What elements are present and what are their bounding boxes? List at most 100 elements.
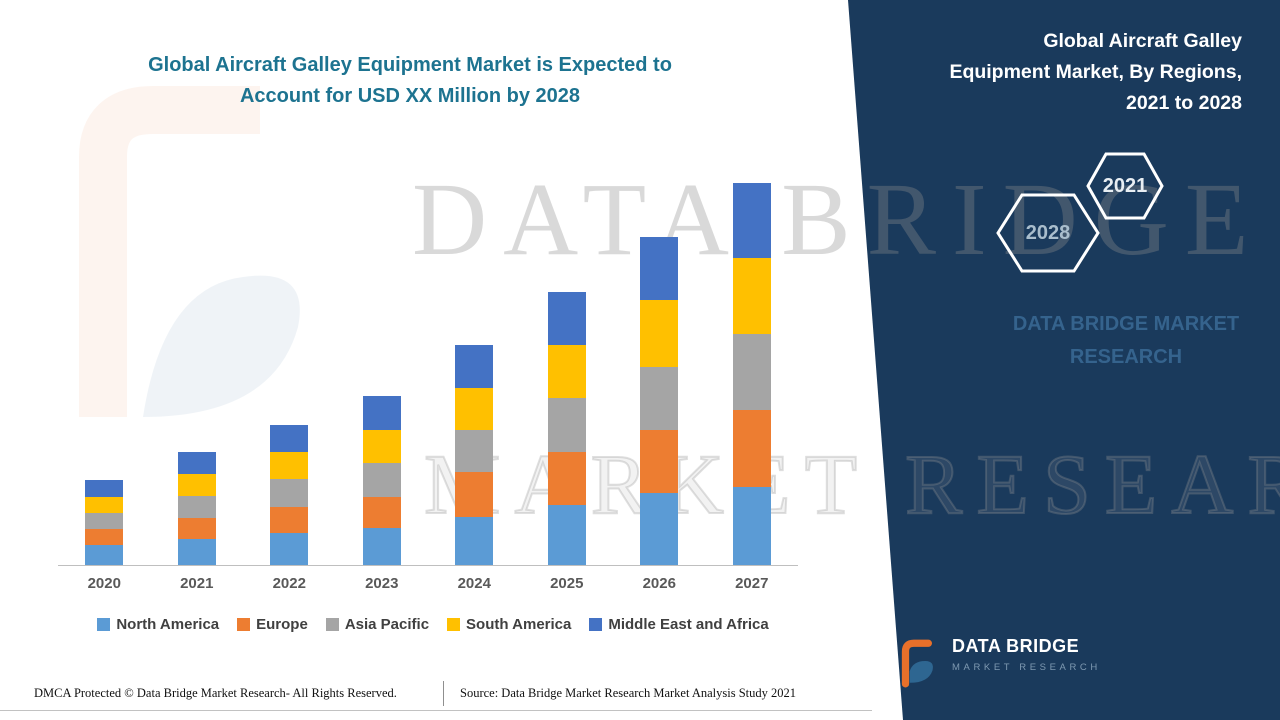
- bar-segment-middle-east-and-africa: [270, 425, 309, 452]
- bar-segment-asia-pacific: [455, 430, 494, 472]
- brand-tagline: MARKET RESEARCH: [952, 662, 1101, 673]
- x-axis-label: 2022: [272, 575, 306, 592]
- logo-orange-stroke: [901, 639, 932, 688]
- bar-segment-south-america: [85, 497, 124, 513]
- bar-column-2023: [336, 396, 429, 565]
- x-axis-label: 2027: [735, 575, 769, 592]
- panel-brand-line2: RESEARCH: [1069, 346, 1183, 368]
- bar-segment-south-america: [640, 300, 679, 367]
- legend-swatch: [589, 618, 603, 631]
- bar-segment-asia-pacific: [732, 334, 771, 410]
- x-axis-label: 2025: [550, 575, 584, 592]
- bar-segment-asia-pacific: [270, 479, 309, 507]
- panel-title-line1: Global Aircraft Galley: [1043, 30, 1242, 52]
- stacked-bar: [177, 452, 216, 565]
- bar-segment-europe: [85, 529, 124, 545]
- panel-title-line3: 2021 to 2028: [1125, 92, 1242, 114]
- logo-blue-bowl: [143, 275, 300, 417]
- stacked-bar: [270, 425, 309, 565]
- bar-segment-europe: [455, 472, 494, 517]
- legend-label: Europe: [256, 616, 308, 633]
- bar-segment-middle-east-and-africa: [640, 237, 679, 300]
- bar-column-2020: [58, 480, 151, 565]
- bar-segment-middle-east-and-africa: [732, 183, 771, 258]
- hexagon-outline: [996, 193, 1100, 273]
- chart-title-line2: Account for USD XX Million by 2028: [239, 85, 581, 107]
- bar-segment-europe: [270, 507, 309, 533]
- logo-blue-bowl: [909, 660, 933, 683]
- x-axis-label: 2023: [365, 575, 399, 592]
- x-axis-label: 2024: [457, 575, 491, 592]
- bar-segment-middle-east-and-africa: [455, 345, 494, 388]
- hexagon-year-label: 2021: [1102, 174, 1148, 197]
- hexagon-badge-2028: 2028: [996, 193, 1100, 273]
- bar-column-2027: [706, 183, 799, 565]
- bar-segment-asia-pacific: [177, 496, 216, 518]
- hexagon-outline-icon: [1086, 152, 1164, 220]
- bar-column-2021: [151, 452, 244, 565]
- panel-brand-text: DATA BRIDGE MARKET RESEARCH: [976, 308, 1276, 374]
- legend-label: South America: [466, 616, 572, 633]
- bar-segment-south-america: [270, 452, 309, 479]
- panel-title: Global Aircraft Galley Equipment Market,…: [880, 26, 1242, 119]
- hexagon-badge-2021: 2021: [1086, 152, 1164, 220]
- bar-segment-north-america: [177, 539, 216, 565]
- bar-segment-europe: [732, 410, 771, 487]
- hexagon-year-label: 2028: [1025, 221, 1071, 244]
- brand-logo-watermark: [48, 72, 348, 477]
- stacked-bar: [732, 183, 771, 565]
- bar-segment-north-america: [547, 505, 586, 565]
- legend-item: Europe: [237, 616, 308, 633]
- bar-segment-asia-pacific: [640, 367, 679, 430]
- legend-label: Middle East and Africa: [608, 616, 769, 633]
- bar-segment-south-america: [455, 388, 494, 430]
- bar-segment-asia-pacific: [85, 513, 124, 529]
- stacked-bar: [547, 292, 586, 565]
- bar-segment-europe: [362, 497, 401, 528]
- legend-label: Asia Pacific: [344, 616, 430, 633]
- bar-segment-middle-east-and-africa: [547, 292, 586, 345]
- bar-segment-middle-east-and-africa: [177, 452, 216, 474]
- bar-segment-north-america: [85, 545, 124, 565]
- x-axis-label: 2026: [642, 575, 676, 592]
- legend: North America Europe Asia Pacific South Ame…: [48, 616, 818, 633]
- footer-divider: [443, 681, 444, 706]
- brand-logo-lockup: DATA BRIDGE MARKET RESEARCH: [896, 636, 1101, 688]
- bar-segment-south-america: [732, 258, 771, 334]
- x-axis-label: 2021: [180, 575, 214, 592]
- stacked-bar: [362, 396, 401, 565]
- x-axis-label: 2020: [87, 575, 121, 592]
- legend-item: Middle East and Africa: [589, 616, 769, 633]
- source-note: Source: Data Bridge Market Research Mark…: [460, 686, 797, 700]
- bar-segment-europe: [177, 518, 216, 539]
- bars-row: [58, 166, 798, 566]
- legend-label: North America: [116, 616, 220, 633]
- hexagon-outline: [1086, 152, 1164, 220]
- bar-segment-north-america: [455, 517, 494, 565]
- bar-segment-south-america: [177, 474, 216, 496]
- bar-segment-europe: [640, 430, 679, 493]
- bar-segment-middle-east-and-africa: [85, 480, 124, 497]
- hexagon-outline-icon: [996, 193, 1100, 273]
- bar-segment-europe: [547, 452, 586, 505]
- bar-segment-asia-pacific: [362, 463, 401, 497]
- legend-item: Asia Pacific: [325, 616, 430, 633]
- brand-logo-watermark-icon: [79, 86, 300, 417]
- logo-orange-stroke: [79, 86, 260, 417]
- legend-item: South America: [447, 616, 571, 633]
- brand-logo-text: DATA BRIDGE MARKET RESEARCH: [952, 636, 1101, 673]
- bar-column-2026: [613, 237, 706, 565]
- x-axis-labels: 2020 2021 2022 2023 2024 2025 2026 2027: [58, 566, 798, 592]
- bar-segment-south-america: [547, 345, 586, 398]
- chart-title: Global Aircraft Galley Equipment Market …: [40, 50, 780, 112]
- bar-column-2022: [243, 425, 336, 565]
- legend-swatch: [325, 618, 339, 631]
- stacked-bar: [85, 480, 124, 565]
- panel-title-line2: Equipment Market, By Regions,: [949, 61, 1242, 83]
- databridge-logo-icon: [901, 639, 933, 688]
- bottom-rule: [0, 710, 872, 711]
- stacked-bar: [455, 345, 494, 565]
- legend-swatch: [447, 618, 461, 631]
